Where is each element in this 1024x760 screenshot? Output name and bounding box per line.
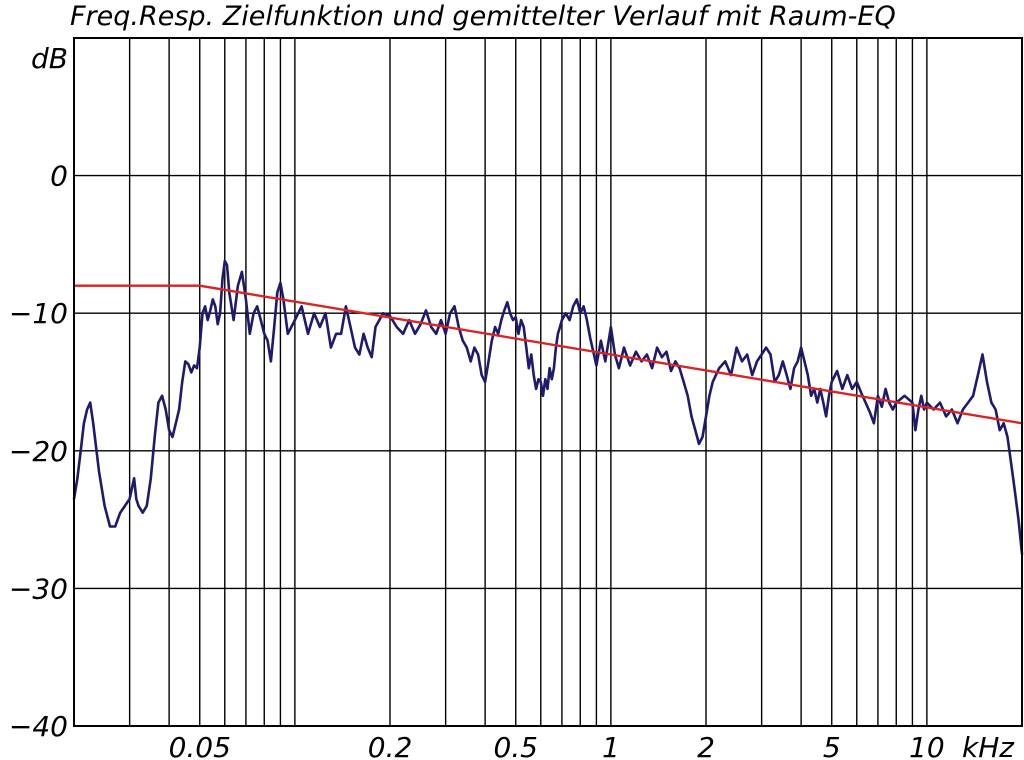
chart-title: Freq.Resp. Zielfunktion und gemittelter … — [70, 1, 896, 32]
y-axis-label: dB — [31, 42, 68, 75]
target-function-line — [72, 284, 1024, 425]
x-tick-label: 5 — [823, 731, 841, 760]
y-tick-label: −40 — [9, 710, 68, 743]
x-tick-label: 10 — [909, 731, 945, 760]
y-tick-label: −30 — [9, 572, 68, 605]
x-tick-label: 0.05 — [169, 731, 231, 760]
tick-labels: 0.05 0.2 0.5 1 2 5 10 0 −10 −20 −30 −40 — [9, 160, 945, 760]
y-tick-label: −20 — [9, 435, 68, 468]
y-tick-label: −10 — [9, 297, 68, 330]
measured-response-line — [72, 259, 1024, 556]
x-tick-label: 1 — [602, 731, 620, 760]
plot-frame — [73, 37, 1023, 727]
series-layer — [72, 259, 1024, 556]
x-tick-label: 0.5 — [493, 731, 538, 760]
x-axis-unit: kHz — [962, 731, 1015, 760]
x-tick-label: 2 — [697, 731, 715, 760]
x-tick-label: 0.2 — [368, 731, 413, 760]
y-tick-label: 0 — [50, 160, 68, 193]
